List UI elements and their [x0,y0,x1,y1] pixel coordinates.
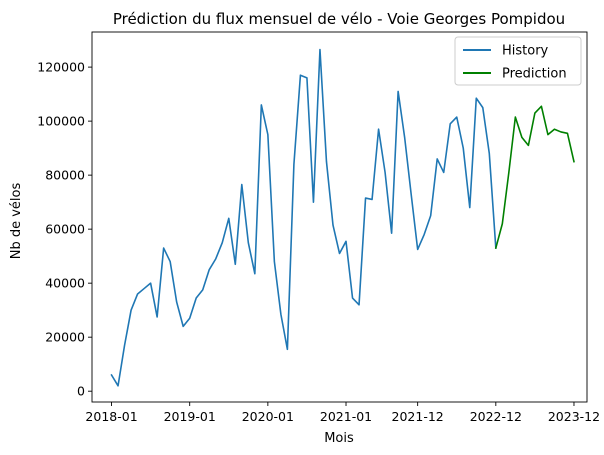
legend: History Prediction [454,36,582,86]
y-tick-label: 20000 [45,330,85,345]
legend-label-prediction: Prediction [502,67,567,82]
y-tick-label: 100000 [37,114,85,129]
series-line-history [110,48,497,387]
y-tick-label: 120000 [37,60,85,75]
legend-label-history: History [502,44,549,59]
chart-title: Prédiction du flux mensuel de vélo - Voi… [113,10,565,28]
x-axis-label: Mois [324,431,354,446]
x-tick-label: 2021-12 [392,409,444,424]
x-tick-label: 2021-01 [320,409,372,424]
x-tick-label: 2019-01 [164,409,216,424]
series-line-prediction [494,105,575,250]
y-tick-label: 80000 [45,168,85,183]
y-tick-label: 0 [77,384,85,399]
x-tick-label: 2022-12 [470,409,522,424]
y-tick-label: 60000 [45,222,85,237]
x-tick-label: 2018-01 [85,409,137,424]
x-tick-label: 2020-01 [242,409,294,424]
y-tick-label: 40000 [45,276,85,291]
x-tick-label: 2023-12 [548,409,600,424]
axes-frame [91,31,588,403]
y-axis-label: Nb de vélos [9,183,24,260]
plot-area: 0 20000 40000 60000 80000 100000 120000 2018-01… [37,31,600,424]
